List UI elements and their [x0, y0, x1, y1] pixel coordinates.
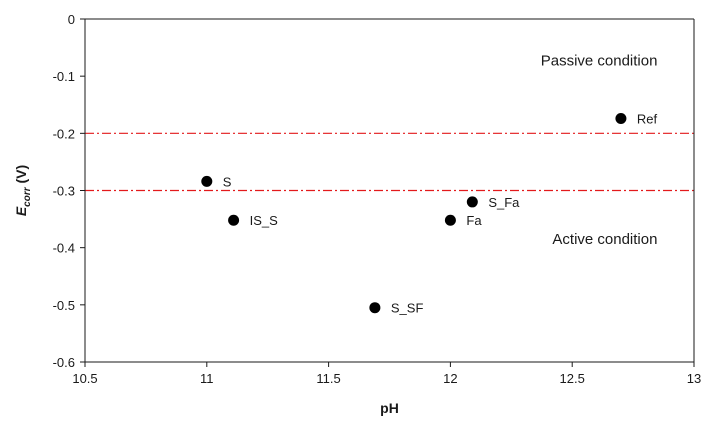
axis-titles: pH Ecorr (V) [13, 165, 399, 416]
data-point-fa [444, 214, 456, 226]
data-point-label: S_SF [391, 301, 424, 316]
data-point-ref [615, 112, 627, 124]
x-tick-label: 11.5 [316, 371, 340, 386]
data-point-s_sf [369, 302, 381, 314]
y-axis-title-subscript: corr [22, 186, 33, 207]
y-tick-label: 0 [68, 12, 75, 27]
data-points [201, 112, 627, 314]
data-point-label: Fa [466, 213, 482, 228]
data-point-label: Ref [637, 111, 658, 126]
data-point-label: S_Fa [488, 195, 520, 210]
y-tick-label: -0.4 [53, 241, 75, 256]
x-tick-label: 12.5 [560, 371, 585, 386]
y-tick-label: -0.1 [53, 69, 75, 84]
data-point-label: IS_S [250, 213, 279, 228]
x-tick-label: 10.5 [72, 371, 97, 386]
region-annotations: Passive condition Active condition [541, 53, 658, 248]
y-axis-title-symbol: E [13, 206, 29, 216]
x-tick-label: 11 [200, 371, 214, 386]
x-tick-label: 12 [443, 371, 457, 386]
data-point-labels: Ref S IS_S S_Fa Fa S_SF [223, 111, 658, 315]
ticks [80, 18, 695, 367]
y-axis-title: Ecorr (V) [13, 165, 33, 216]
reference-lines [85, 132, 694, 192]
y-tick-label: -0.3 [53, 184, 75, 199]
region-label: Passive condition [541, 53, 658, 70]
x-tick-label: 13 [687, 371, 701, 386]
region-label: Active condition [552, 231, 657, 248]
data-point-s [201, 175, 213, 187]
tick-labels: 10.5 11 11.5 12 12.5 13 0 -0.1 -0.2 -0.3 -0.4 -0.5 -… [53, 12, 702, 386]
data-point-is_s [228, 214, 240, 226]
y-tick-label: -0.6 [53, 355, 75, 370]
x-axis-title: pH [380, 400, 399, 416]
data-point-s_fa [466, 196, 478, 208]
y-tick-label: -0.2 [53, 126, 75, 141]
y-tick-label: -0.5 [53, 298, 75, 313]
y-axis-title-unit: (V) [13, 165, 29, 188]
data-point-label: S [223, 174, 232, 189]
